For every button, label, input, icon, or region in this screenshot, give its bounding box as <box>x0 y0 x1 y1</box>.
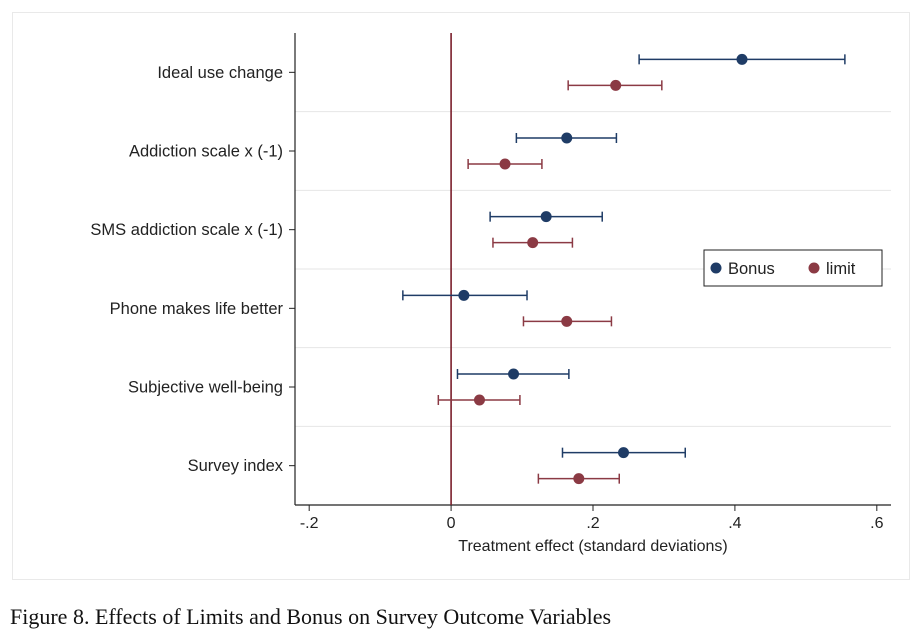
x-axis-title: Treatment effect (standard deviations) <box>458 538 727 555</box>
point-estimate-bonus <box>618 447 630 459</box>
y-category-label: Phone makes life better <box>110 300 284 318</box>
point-estimate-limit <box>610 79 622 91</box>
point-estimate-limit <box>527 237 539 249</box>
legend-marker-limit <box>808 262 820 274</box>
legend: Bonus limit <box>703 249 883 287</box>
point-estimate-limit <box>499 158 511 170</box>
x-tick-label: 0 <box>447 515 456 532</box>
point-estimate-bonus <box>458 289 470 301</box>
x-tick-label: .6 <box>870 515 883 532</box>
point-estimate-limit <box>573 473 585 485</box>
x-tick-label: .4 <box>728 515 741 532</box>
figure-frame: -.2 0 .2 .4 .6 Ideal use change Addiction scal… <box>12 12 910 580</box>
y-category-label: Addiction scale x (-1) <box>129 143 283 161</box>
point-estimate-bonus <box>736 53 748 65</box>
x-tick-label: -.2 <box>300 515 319 532</box>
legend-box <box>703 249 883 287</box>
point-estimate-bonus <box>540 211 552 223</box>
y-category-label: SMS addiction scale x (-1) <box>90 221 283 239</box>
coefficient-chart: -.2 0 .2 .4 .6 Ideal use change Addiction scal… <box>90 33 891 555</box>
gridlines <box>295 111 891 427</box>
legend-label-bonus: Bonus <box>728 260 775 278</box>
axes: -.2 0 .2 .4 .6 Ideal use change Addiction scal… <box>90 33 891 532</box>
x-tick-label: .2 <box>586 515 599 532</box>
point-estimate-bonus <box>561 132 573 144</box>
data-points <box>402 53 846 485</box>
point-estimate-limit <box>561 315 573 327</box>
figure-caption: Figure 8. Effects of Limits and Bonus on… <box>10 604 612 629</box>
y-category-label: Subjective well-being <box>128 379 283 397</box>
y-category-label: Survey index <box>188 457 284 475</box>
y-category-label: Ideal use change <box>157 64 283 82</box>
legend-label-limit: limit <box>826 260 856 278</box>
legend-marker-bonus <box>710 262 722 274</box>
point-estimate-bonus <box>508 368 520 380</box>
point-estimate-limit <box>473 394 485 406</box>
